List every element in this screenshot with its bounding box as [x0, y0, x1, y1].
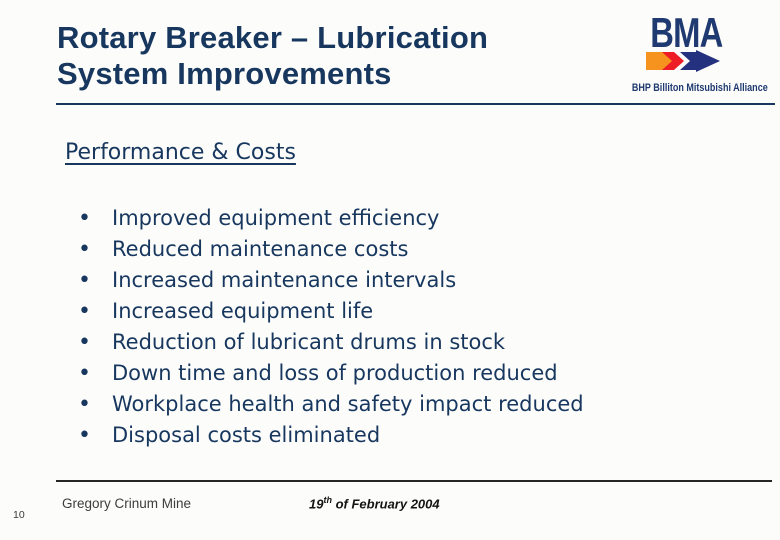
title-divider-rule — [56, 103, 775, 105]
bma-logo-caption: BHP Billiton Mitsubishi Alliance — [631, 82, 768, 94]
section-heading: Performance & Costs — [65, 140, 296, 165]
list-item: Increased maintenance intervals — [78, 265, 718, 296]
list-item: Increased equipment life — [78, 296, 718, 327]
footer-site-name: Gregory Crinum Mine — [62, 496, 192, 511]
bma-arrows-icon — [646, 50, 720, 72]
footer-date-rest: of February 2004 — [331, 496, 440, 512]
footer-date-ordinal: th — [323, 495, 332, 505]
slide-title-line2: System Improvements — [57, 56, 392, 91]
list-item: Improved equipment efficiency — [78, 203, 718, 234]
list-item: Disposal costs eliminated — [78, 420, 718, 451]
slide-title: Rotary Breaker – Lubrication System Impr… — [57, 20, 617, 92]
slide-title-line1: Rotary Breaker – Lubrication — [57, 20, 489, 55]
list-item: Workplace health and safety impact reduc… — [78, 389, 718, 420]
bullet-list: Improved equipment efficiency Reduced ma… — [78, 203, 718, 451]
list-item: Down time and loss of production reduced — [78, 358, 718, 389]
list-item: Reduction of lubricant drums in stock — [78, 327, 718, 358]
footer-date: 19th of February 2004 — [309, 495, 440, 511]
footer-divider-rule — [56, 480, 772, 482]
footer-date-day: 19 — [309, 496, 324, 512]
list-item: Reduced maintenance costs — [78, 234, 718, 265]
bma-logo: BMA BHP Billiton Mitsubishi Alliance — [617, 9, 768, 95]
bma-logo-acronym: BMA — [650, 9, 723, 56]
slide-page-number: 10 — [13, 509, 25, 521]
